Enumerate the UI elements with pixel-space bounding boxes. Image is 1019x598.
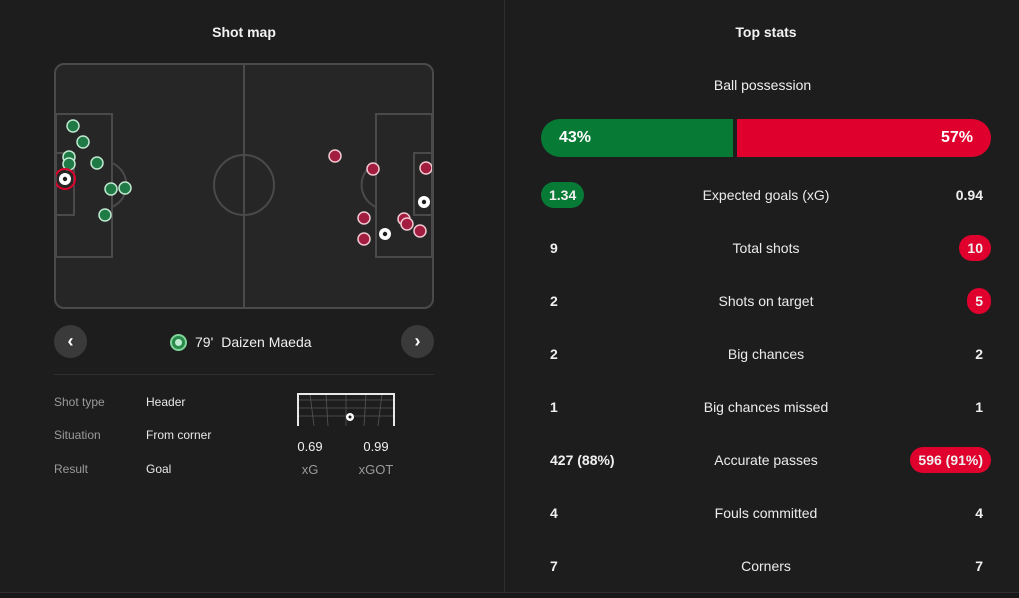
- possession-label: Ball possession: [713, 77, 812, 93]
- top-stats-title: Top stats: [735, 24, 797, 40]
- shot-minute: 79': [195, 334, 214, 350]
- result-label: Result: [54, 462, 89, 476]
- stat-label: Accurate passes: [714, 452, 818, 468]
- shot-marker: [413, 224, 427, 238]
- shot-marker: [328, 149, 342, 163]
- stat-home-value: 9: [550, 240, 558, 256]
- divider: [54, 374, 434, 375]
- shot-marker: [104, 182, 118, 196]
- xgot-value: 0.99: [363, 439, 389, 454]
- shot-marker: [118, 181, 132, 195]
- stat-away-value: 10: [959, 235, 991, 261]
- stat-away-value: 5: [967, 288, 991, 314]
- shot-map-pitch[interactable]: [54, 63, 434, 309]
- stat-label: Corners: [741, 558, 791, 574]
- selected-shot-player: 79' Daizen Maeda: [170, 331, 312, 353]
- shot-marker: [76, 135, 90, 149]
- goal-frame-diagram: [296, 392, 396, 428]
- shot-marker: [98, 208, 112, 222]
- stat-home-value: 1.34: [541, 182, 585, 208]
- xg-label: xG: [301, 462, 319, 477]
- stat-away-value: 596 (91%): [910, 447, 991, 473]
- stat-label: Expected goals (xG): [702, 187, 830, 203]
- shot-marker: [400, 217, 414, 231]
- shot-marker: [357, 232, 371, 246]
- shot-marker: [90, 156, 104, 170]
- away-goal-markers[interactable]: [379, 196, 430, 240]
- stat-away-value: 0.94: [955, 187, 983, 203]
- stat-label: Big chances: [727, 346, 805, 362]
- home-shot-markers[interactable]: [62, 119, 132, 222]
- stat-row: 4 Fouls committed 4: [541, 500, 991, 526]
- shot-marker: [66, 119, 80, 133]
- stat-row: 9 Total shots 10: [541, 235, 991, 261]
- chevron-right-icon: ›: [414, 331, 421, 351]
- stat-home-value: 2: [550, 346, 558, 362]
- stat-row: 7 Corners 7: [541, 553, 991, 579]
- top-stats-panel: Top stats Ball possession 43% 57% 1.34 Ex…: [506, 0, 1019, 592]
- away-shot-markers[interactable]: [328, 149, 432, 246]
- stat-home-value: 1: [550, 399, 558, 415]
- xg-value: 0.69: [297, 439, 323, 454]
- possession-away: 57%: [737, 119, 991, 157]
- situation-label: Situation: [54, 428, 101, 442]
- stat-home-value: 7: [550, 558, 558, 574]
- stat-row: 1 Big chances missed 1: [541, 394, 991, 420]
- xgot-label: xGOT: [358, 462, 394, 477]
- shot-type-label: Shot type: [54, 395, 105, 409]
- stat-home-value: 2: [550, 293, 558, 309]
- possession-home: 43%: [541, 119, 733, 157]
- stat-label: Total shots: [732, 240, 800, 256]
- shot-map-panel: Shot map: [0, 0, 505, 592]
- chevron-left-icon: ‹: [67, 331, 74, 351]
- selected-shot-marker[interactable]: [56, 168, 76, 190]
- stat-row: 2 Shots on target 5: [541, 288, 991, 314]
- possession-bar: 43% 57%: [541, 119, 991, 157]
- stat-row: 1.34 Expected goals (xG) 0.94: [541, 182, 991, 208]
- stat-home-value: 4: [550, 505, 558, 521]
- shot-map-title: Shot map: [212, 24, 276, 40]
- result-value: Goal: [146, 462, 172, 476]
- situation-value: From corner: [146, 428, 212, 442]
- stat-away-value: 7: [975, 558, 983, 574]
- next-shot-button[interactable]: ›: [401, 325, 434, 358]
- stat-label: Shots on target: [718, 293, 814, 309]
- stat-home-value: 427 (88%): [550, 452, 615, 468]
- bottom-divider: [0, 592, 1019, 598]
- stat-label: Fouls committed: [714, 505, 818, 521]
- previous-shot-button[interactable]: ‹: [54, 325, 87, 358]
- stat-row: 2 Big chances 2: [541, 341, 991, 367]
- shot-marker: [419, 161, 432, 175]
- stat-away-value: 2: [975, 346, 983, 362]
- shot-player-name: Daizen Maeda: [221, 334, 312, 350]
- stat-away-value: 1: [975, 399, 983, 415]
- shot-marker: [366, 162, 380, 176]
- shot-marker: [357, 211, 371, 225]
- pitch-lines: [56, 65, 432, 307]
- stat-row: 427 (88%) Accurate passes 596 (91%): [541, 447, 991, 473]
- stat-away-value: 4: [975, 505, 983, 521]
- shot-type-value: Header: [146, 395, 186, 409]
- stat-label: Big chances missed: [703, 399, 829, 415]
- team-badge-icon: [170, 333, 187, 351]
